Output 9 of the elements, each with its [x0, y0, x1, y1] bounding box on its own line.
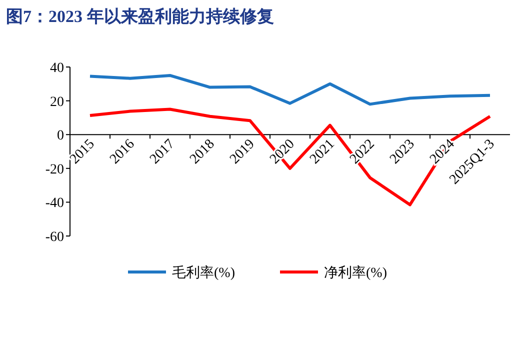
- legend-label: 净利率(%): [324, 265, 388, 281]
- y-tick-label: 0: [57, 128, 64, 144]
- y-tick-label: -60: [45, 230, 64, 245]
- legend-label: 毛利率(%): [172, 265, 236, 281]
- y-tick-label: -20: [45, 162, 64, 178]
- y-tick-label: -40: [45, 196, 64, 212]
- chart-title: 图7：2023 年以来盈利能力持续修复: [6, 7, 274, 26]
- y-tick-label: 40: [50, 61, 64, 76]
- y-tick-label: 20: [50, 94, 64, 110]
